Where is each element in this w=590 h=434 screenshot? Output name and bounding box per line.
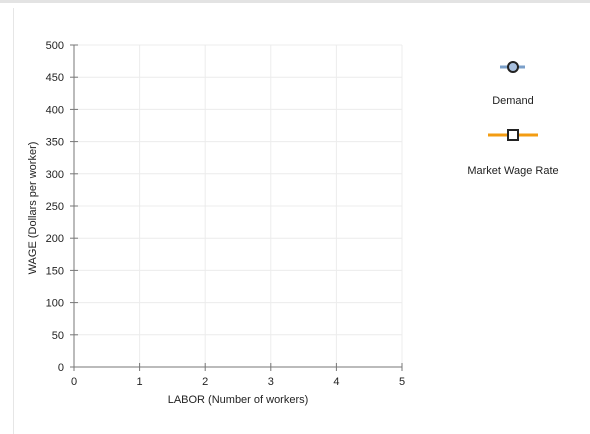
x-axis-label: LABOR (Number of workers) bbox=[168, 394, 309, 406]
y-tick-label: 50 bbox=[52, 330, 64, 342]
y-tick-label: 350 bbox=[46, 137, 64, 149]
x-tick-label: 5 bbox=[399, 376, 405, 388]
x-tick-label: 4 bbox=[333, 376, 339, 388]
y-tick-label: 100 bbox=[46, 298, 64, 310]
y-tick-label: 450 bbox=[46, 72, 64, 84]
y-axis-label: WAGE (Dollars per worker) bbox=[27, 142, 39, 275]
grid bbox=[74, 44, 403, 367]
x-tick-label: 0 bbox=[71, 376, 77, 388]
legend-label-market-wage: Market Wage Rate bbox=[467, 165, 559, 177]
y-tick-label: 500 bbox=[46, 40, 64, 52]
x-tick-label: 2 bbox=[202, 376, 208, 388]
x-tick-label: 1 bbox=[137, 376, 143, 388]
legend-demand-marker[interactable] bbox=[500, 61, 525, 73]
legend-label-demand: Demand bbox=[492, 95, 534, 107]
left-border bbox=[13, 8, 14, 434]
y-tick-label: 250 bbox=[46, 201, 64, 213]
y-tick-label: 0 bbox=[58, 362, 64, 374]
ticks: 0 50 100 150 200 250 300 350 400 450 500 0 1 2 3 4 5 bbox=[46, 40, 405, 388]
y-tick-label: 200 bbox=[46, 233, 64, 245]
y-tick-label: 150 bbox=[46, 265, 64, 277]
circle-marker-icon[interactable] bbox=[507, 61, 519, 73]
x-tick-label: 3 bbox=[268, 376, 274, 388]
square-marker-icon[interactable] bbox=[507, 129, 519, 141]
top-border bbox=[0, 0, 590, 3]
y-tick-label: 400 bbox=[46, 104, 64, 116]
y-tick-label: 300 bbox=[46, 169, 64, 181]
legend-market-wage-marker[interactable] bbox=[488, 129, 538, 141]
